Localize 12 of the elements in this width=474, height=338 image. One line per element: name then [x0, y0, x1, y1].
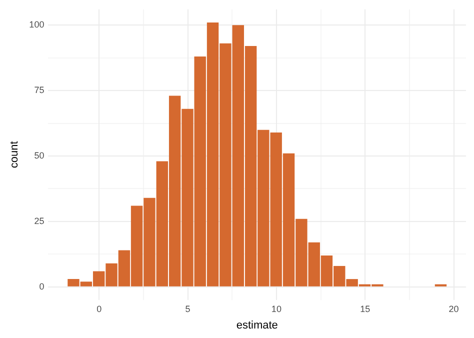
x-tick-label: 5 [185, 304, 190, 314]
y-tick-label: 25 [34, 216, 44, 226]
x-tick-label: 0 [96, 304, 102, 314]
y-tick-label: 75 [34, 85, 44, 96]
x-tick-label: 10 [271, 304, 282, 314]
x-tick-label: 15 [360, 304, 370, 314]
y-tick-label: 50 [34, 150, 44, 160]
x-tick-label: 20 [448, 304, 459, 314]
y-tick-label: 100 [29, 20, 44, 30]
y-tick-label: 0 [39, 281, 44, 292]
x-axis-title: estimate [236, 319, 278, 332]
y-axis-title: count [8, 141, 21, 168]
